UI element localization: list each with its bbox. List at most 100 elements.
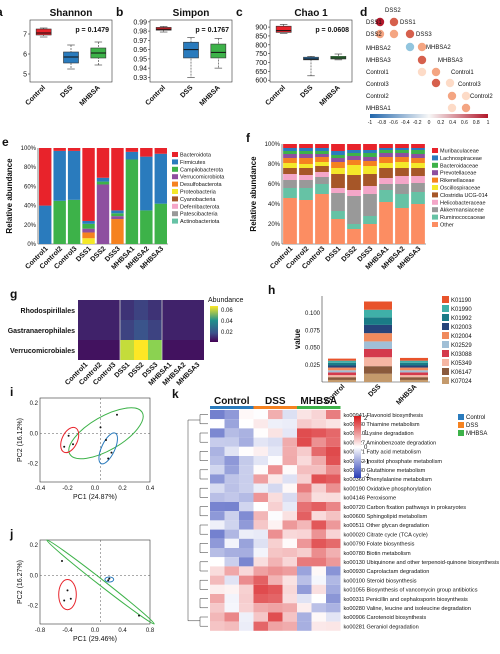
x-tick-label: Control: [265, 84, 288, 107]
heat-cell: [210, 465, 225, 475]
box-control: [35, 28, 52, 36]
heat-cell: [311, 492, 326, 502]
heat-cell: [239, 419, 254, 429]
heat-cell: [297, 612, 312, 622]
panel-letter: i: [10, 385, 13, 399]
heat-cell: [282, 428, 297, 438]
heat-cell: [268, 548, 283, 558]
legend-entry: Akkermansiaceae: [440, 208, 484, 214]
corr-scale: [370, 114, 488, 118]
heat-cell: [311, 603, 326, 613]
sample-point: [110, 451, 113, 454]
bar-segment: [283, 163, 297, 168]
bar-segment: [331, 158, 345, 162]
pathway-label: ko00100 Steroid biosynthesis: [344, 578, 417, 584]
legend-swatch: [432, 170, 438, 176]
heat-cell: [253, 474, 268, 484]
bar-segment: [400, 375, 428, 378]
legend-entry: Proteobacteria: [180, 190, 217, 196]
heat-cell: [282, 419, 297, 429]
heat-cell: [268, 511, 283, 521]
pathway-label: ko00720 Carbon fixation pathways in prok…: [344, 505, 467, 511]
bar-segment: [364, 357, 392, 367]
heat-cell: [297, 557, 312, 567]
heat-cell: [92, 340, 106, 360]
legend-entry: Cyanobacteria: [180, 197, 216, 203]
bar-segment: [379, 148, 393, 150]
heat-cell: [297, 465, 312, 475]
heat-cell: [224, 548, 239, 558]
y-tick-label: 5: [23, 72, 27, 79]
heat-cell: [239, 548, 254, 558]
heat-cell: [210, 502, 225, 512]
pathway-label: ko00941 Flavonoid biosynthesis: [344, 413, 424, 419]
heat-cell: [268, 621, 283, 631]
heat-cell: [268, 520, 283, 530]
heat-cell: [282, 410, 297, 420]
bar-segment: [67, 150, 81, 200]
bar-segment: [315, 151, 329, 154]
sample-point: [107, 579, 110, 582]
heat-cell: [282, 584, 297, 594]
pathway-label: ko00130 Ubiquinone and other terpenoid-q…: [344, 560, 500, 566]
heat-cell: [106, 320, 120, 340]
pathway-label: ko00280 Valine, leucine and isoleucine d…: [344, 606, 471, 612]
bar-segment: [411, 154, 425, 158]
sample-point: [63, 599, 66, 602]
heat-cell: [210, 520, 225, 530]
sample-point: [61, 560, 63, 562]
heat-cell: [268, 419, 283, 429]
heat-cell: [162, 300, 176, 320]
heat-cell: [311, 437, 326, 447]
bar-segment: [400, 362, 428, 366]
heat-cell: [253, 428, 268, 438]
bar-segment: [111, 219, 124, 244]
bar-segment: [395, 168, 409, 176]
heat-cell: [311, 548, 326, 558]
heat-cell: [224, 594, 239, 604]
corr-dot: [461, 103, 471, 113]
bar-segment: [299, 154, 313, 158]
bar-segment: [328, 375, 356, 378]
p-value: p = 0.1479: [75, 27, 109, 34]
bar-segment: [411, 192, 425, 204]
heat-cell: [311, 621, 326, 631]
legend-swatch: [458, 414, 464, 420]
x-tick-label: 0.8: [146, 628, 155, 634]
corr-label: Control1: [451, 70, 474, 76]
heat-cell: [326, 538, 341, 548]
pathway-label: ko00511 Other glycan degradation: [344, 523, 429, 529]
heat-cell: [210, 621, 225, 631]
ellipse-dss: [98, 432, 118, 465]
heat-cell: [253, 456, 268, 466]
bar-segment: [364, 366, 392, 374]
y-tick-label: 0.2: [30, 543, 39, 549]
heat-cell: [239, 428, 254, 438]
heat-cell: [297, 621, 312, 631]
y-tick-label: 60%: [268, 182, 281, 188]
dendrogram-branch: [199, 579, 208, 590]
y-tick-label: 850: [255, 33, 267, 40]
corr-dot: [417, 67, 427, 77]
bar-segment: [364, 348, 392, 358]
heat-cell: [253, 575, 268, 585]
legend-swatch: [442, 341, 449, 348]
corr-label: Control2: [366, 94, 389, 100]
heat-cell: [297, 410, 312, 420]
corr-dot: [405, 42, 415, 52]
bar-segment: [299, 144, 313, 148]
y-tick-label: -0.2: [28, 604, 39, 610]
legend-entry: K01190: [451, 298, 472, 304]
heat-cell: [311, 465, 326, 475]
bar-segment: [395, 153, 409, 157]
x-tick-label: MHBSA: [79, 84, 102, 107]
bar-segment: [331, 219, 345, 244]
bar-segment: [363, 186, 377, 194]
y-tick-label: 0.97: [133, 38, 147, 45]
bar-segment: [400, 365, 428, 368]
corr-scale-tick: 0.4: [449, 120, 456, 126]
bar-segment: [395, 162, 409, 168]
heat-cell: [253, 529, 268, 539]
heat-cell: [239, 492, 254, 502]
bar-segment: [395, 150, 409, 153]
